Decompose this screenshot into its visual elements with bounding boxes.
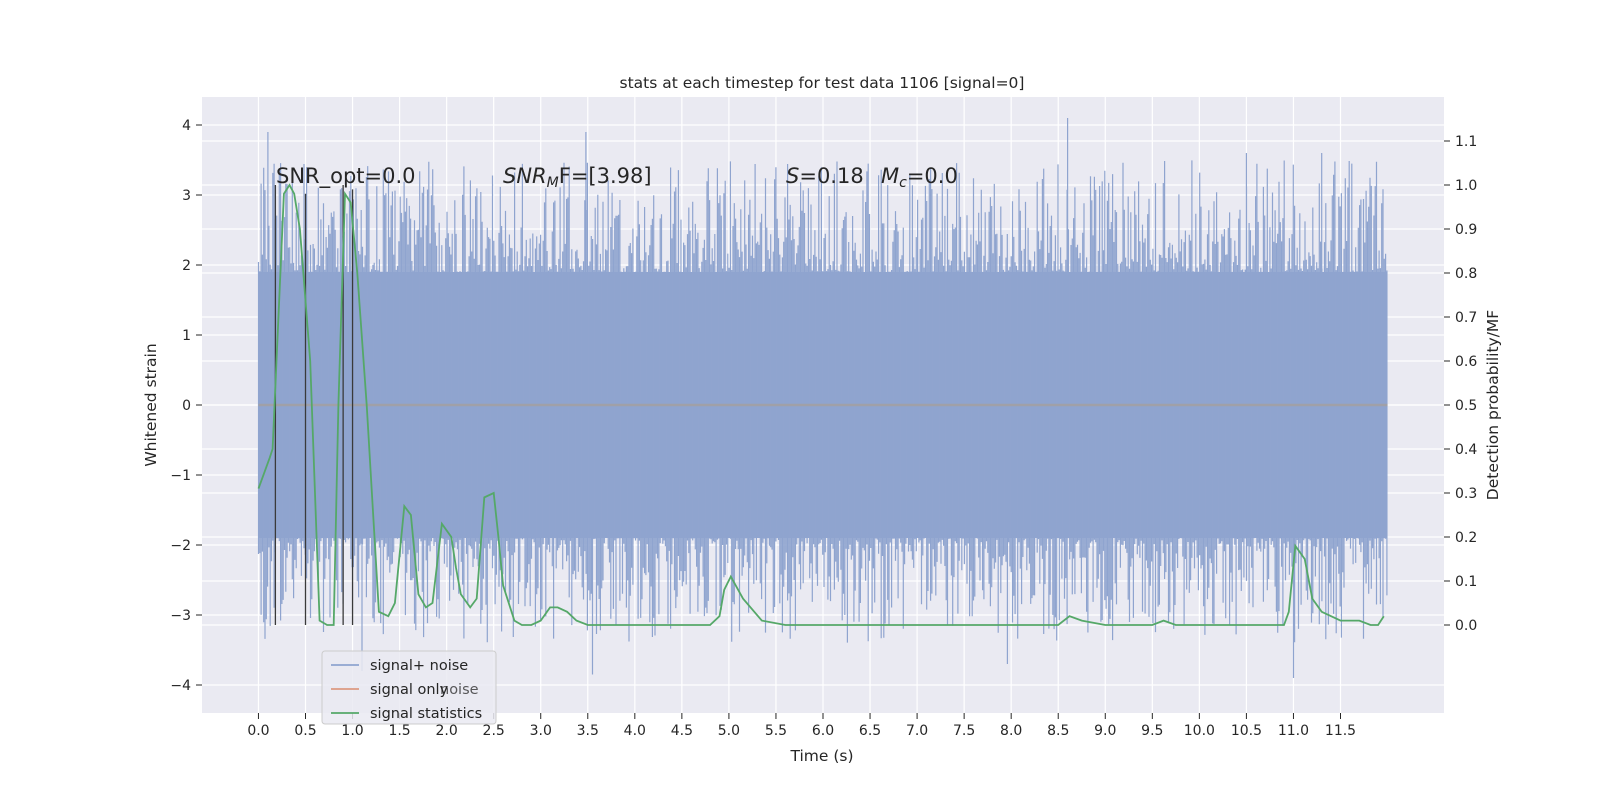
y-axis-ticks: 4 3 2 1 0 −1 −2 −3 −4 <box>170 118 202 694</box>
y-tick-label: −1 <box>170 468 191 484</box>
annotation-s: S=0.18 <box>786 164 864 188</box>
y-right-tick-label: 1.0 <box>1455 178 1477 194</box>
x-axis-ticks: 0.0 0.5 1.0 1.5 2.0 2.5 3.0 3.5 4.0 4.5 5.0 5.5 6.0 6… <box>247 713 1356 739</box>
y-tick-label: 4 <box>182 118 191 134</box>
x-tick-label: 2.5 <box>483 723 505 739</box>
y-right-tick-label: 0.4 <box>1455 442 1477 458</box>
y-tick-label: 2 <box>182 258 191 274</box>
annotation-snr-opt: SNR_opt=0.0 <box>276 164 416 189</box>
y-tick-label: 0 <box>182 398 191 414</box>
x-tick-label: 6.0 <box>812 723 834 739</box>
y-right-axis-label: Detection probability/MF <box>1484 310 1502 501</box>
x-tick-label: 8.0 <box>1000 723 1022 739</box>
annotation-mc: Mc=0.0 <box>881 164 958 191</box>
x-tick-label: 1.0 <box>341 723 363 739</box>
y-right-tick-label: 0.5 <box>1455 398 1477 414</box>
legend-ghost-text: noise <box>440 682 479 698</box>
y-right-tick-label: 0.7 <box>1455 310 1477 326</box>
x-tick-label: 4.5 <box>671 723 693 739</box>
y-right-tick-label: 1.1 <box>1455 134 1477 150</box>
y-axis-label: Whitened strain <box>142 343 160 466</box>
x-tick-label: 3.0 <box>530 723 552 739</box>
x-tick-label: 11.5 <box>1325 723 1356 739</box>
x-tick-label: 7.0 <box>906 723 928 739</box>
x-tick-label: 3.5 <box>577 723 599 739</box>
x-tick-label: 9.0 <box>1094 723 1116 739</box>
x-tick-label: 4.0 <box>624 723 646 739</box>
signal-statistics-series <box>257 183 1385 626</box>
chart-title: stats at each timestep for test data 110… <box>620 74 1025 92</box>
x-tick-label: 9.5 <box>1141 723 1163 739</box>
x-tick-label: 5.0 <box>718 723 740 739</box>
y-right-tick-label: 0.3 <box>1455 486 1477 502</box>
x-tick-label: 10.0 <box>1184 723 1215 739</box>
y-right-tick-label: 0.9 <box>1455 222 1477 238</box>
y-right-tick-label: 0.8 <box>1455 266 1477 282</box>
y-right-tick-label: 0.0 <box>1455 618 1477 634</box>
y-tick-label: 1 <box>182 328 191 344</box>
y-tick-label: −2 <box>170 538 191 554</box>
x-tick-label: 1.5 <box>388 723 410 739</box>
y-tick-label: −3 <box>170 608 191 624</box>
y-right-tick-label: 0.6 <box>1455 354 1477 370</box>
x-tick-label: 7.5 <box>953 723 975 739</box>
legend: signal+ noise signal only signal statistic… <box>321 650 497 725</box>
legend-label: signal statistics <box>370 706 482 722</box>
x-axis-label: Time (s) <box>789 747 853 765</box>
y-tick-label: 3 <box>182 188 191 204</box>
x-tick-label: 11.0 <box>1278 723 1309 739</box>
x-tick-label: 2.0 <box>436 723 458 739</box>
x-tick-label: 5.5 <box>765 723 787 739</box>
annotations: SNR_opt=0.0 SNRMF=[3.98] S=0.18 Mc=0.0 <box>276 164 958 191</box>
y-tick-label: −4 <box>170 678 191 694</box>
y-right-tick-label: 0.1 <box>1455 574 1477 590</box>
legend-label: signal+ noise <box>370 658 468 674</box>
legend-box <box>321 650 497 725</box>
y-right-tick-label: 0.2 <box>1455 530 1477 546</box>
y-right-axis-ticks: 1.1 1.0 0.9 0.8 0.7 0.6 0.5 0.4 0.3 0.2 0.1 0.0 <box>1444 134 1477 634</box>
legend-label: signal only <box>370 682 449 698</box>
annotation-snr-mf: SNRMF=[3.98] <box>503 164 652 191</box>
x-tick-label: 0.0 <box>247 723 269 739</box>
signal-statistics-line <box>257 183 1385 626</box>
x-tick-label: 10.5 <box>1231 723 1262 739</box>
x-tick-label: 6.5 <box>859 723 881 739</box>
x-tick-label: 0.5 <box>294 723 316 739</box>
x-tick-label: 8.5 <box>1047 723 1069 739</box>
